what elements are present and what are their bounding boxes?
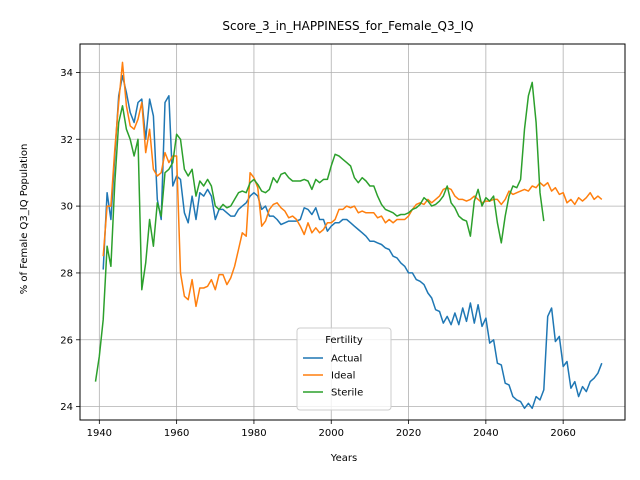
legend-label-ideal: Ideal: [331, 371, 355, 382]
y-tick-label: 34: [60, 68, 73, 79]
y-tick-label: 24: [60, 402, 73, 413]
axis-ticks: 1940 1960 1980 2000 2020 2040 2060 24 26 28 30 32 34: [60, 68, 576, 439]
legend-label-sterile: Sterile: [331, 388, 363, 399]
x-tick-label: 2000: [319, 428, 344, 439]
x-tick-label: 2020: [396, 428, 421, 439]
x-tick-label: 1980: [241, 428, 266, 439]
chart-title: Score_3_in_HAPPINESS_for_Female_Q3_IQ: [222, 19, 473, 33]
y-tick-label: 28: [60, 268, 73, 279]
legend-title: Fertility: [325, 335, 363, 346]
grid: [80, 44, 625, 420]
y-tick-label: 26: [60, 335, 73, 346]
legend-entries: Actual Ideal Sterile: [303, 354, 363, 399]
x-tick-label: 1940: [87, 428, 112, 439]
y-tick-label: 32: [60, 135, 73, 146]
series-line-ideal: [102, 61, 603, 308]
series-line-sterile: [94, 81, 545, 382]
y-axis-title: % of Female Q3_IQ Population: [19, 144, 30, 295]
y-tick-label: 30: [60, 202, 73, 213]
legend: Fertility Actual Ideal Sterile: [296, 327, 392, 411]
legend-box: [296, 327, 392, 411]
x-tick-label: 2060: [550, 428, 575, 439]
series-line-actual: [102, 75, 603, 410]
x-tick-label: 2040: [473, 428, 498, 439]
series-lines: [94, 61, 603, 410]
x-tick-label: 1960: [164, 428, 189, 439]
plot-frame: [79, 43, 626, 421]
x-axis-title: Years: [330, 453, 357, 464]
legend-label-actual: Actual: [331, 354, 362, 365]
